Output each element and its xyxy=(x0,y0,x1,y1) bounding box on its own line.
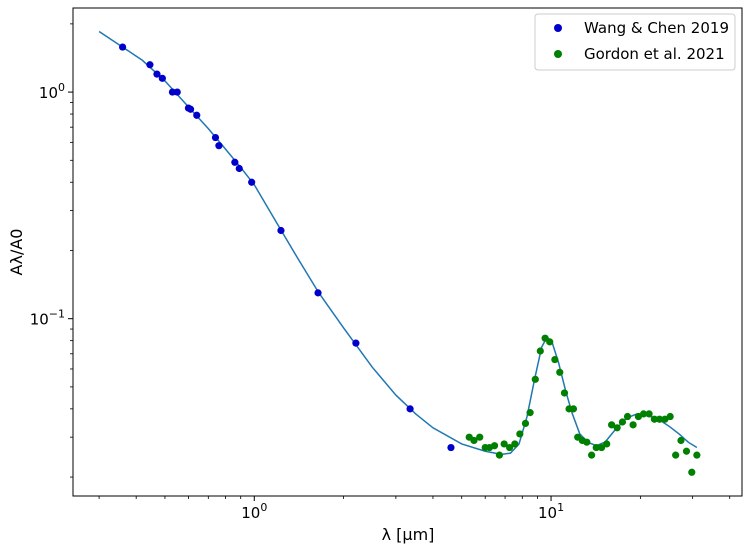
data-point xyxy=(672,451,680,459)
y-axis-label: Aλ/A0 xyxy=(7,229,26,276)
data-point xyxy=(526,409,534,417)
data-point xyxy=(186,105,195,113)
plot-frame xyxy=(72,7,743,497)
data-point xyxy=(597,443,606,452)
legend-marker-gordon xyxy=(554,50,562,58)
data-point xyxy=(153,70,161,78)
data-point xyxy=(470,436,478,445)
data-point xyxy=(490,442,499,450)
legend-label-gordon: Gordon et al. 2021 xyxy=(584,45,725,63)
series-1 xyxy=(465,334,701,476)
data-point xyxy=(500,440,508,448)
data-point xyxy=(215,142,223,150)
data-point xyxy=(650,415,659,423)
data-point xyxy=(146,61,154,69)
data-point xyxy=(588,451,596,459)
data-point xyxy=(682,447,691,455)
legend-label-wang-chen: Wang & Chen 2019 xyxy=(584,19,729,37)
legend: Wang & Chen 2019 Gordon et al. 2021 xyxy=(534,13,736,71)
data-point xyxy=(193,111,201,119)
data-point xyxy=(119,43,127,51)
legend-frame xyxy=(534,13,736,71)
data-point xyxy=(655,415,664,423)
data-point xyxy=(231,158,239,166)
data-point xyxy=(352,339,360,347)
legend-marker-wang-chen xyxy=(554,24,562,32)
data-point xyxy=(623,412,632,421)
y-tick-label: 10−1 xyxy=(30,308,65,329)
data-point xyxy=(536,347,544,355)
data-point xyxy=(495,451,504,459)
x-tick-label: 100 xyxy=(241,501,267,522)
data-point xyxy=(511,440,519,448)
data-point xyxy=(551,355,559,364)
data-point xyxy=(592,443,600,452)
data-point xyxy=(677,436,685,445)
data-point xyxy=(447,443,455,452)
data-point xyxy=(583,438,591,446)
data-point xyxy=(560,389,569,397)
data-point xyxy=(506,443,514,452)
data-point xyxy=(476,433,484,441)
data-point xyxy=(569,405,578,413)
data-point xyxy=(639,410,648,418)
plot-area xyxy=(98,30,701,476)
data-point xyxy=(314,289,322,297)
data-point xyxy=(613,424,621,432)
data-point xyxy=(235,164,243,173)
data-point xyxy=(688,468,696,476)
data-point xyxy=(645,410,653,418)
data-point xyxy=(158,74,166,82)
data-point xyxy=(406,405,414,413)
data-point xyxy=(629,421,637,429)
model-curve xyxy=(98,30,698,456)
data-point xyxy=(693,451,701,459)
data-point xyxy=(556,368,564,376)
data-point xyxy=(608,421,616,429)
series-0 xyxy=(119,43,455,452)
data-point xyxy=(173,88,181,96)
data-point xyxy=(211,133,220,142)
x-axis-label: λ [μm] xyxy=(382,525,435,544)
axes: 100 101 10−1 100 xyxy=(30,23,731,522)
data-point xyxy=(248,178,256,186)
data-point xyxy=(521,419,530,428)
data-point xyxy=(546,338,554,346)
y-tick-label: 100 xyxy=(39,81,65,102)
x-tick-label: 101 xyxy=(538,501,564,522)
data-point xyxy=(277,226,285,235)
data-point xyxy=(666,412,674,421)
data-point xyxy=(603,440,611,448)
data-point xyxy=(618,418,627,426)
data-point xyxy=(516,430,524,438)
data-point xyxy=(531,375,539,383)
